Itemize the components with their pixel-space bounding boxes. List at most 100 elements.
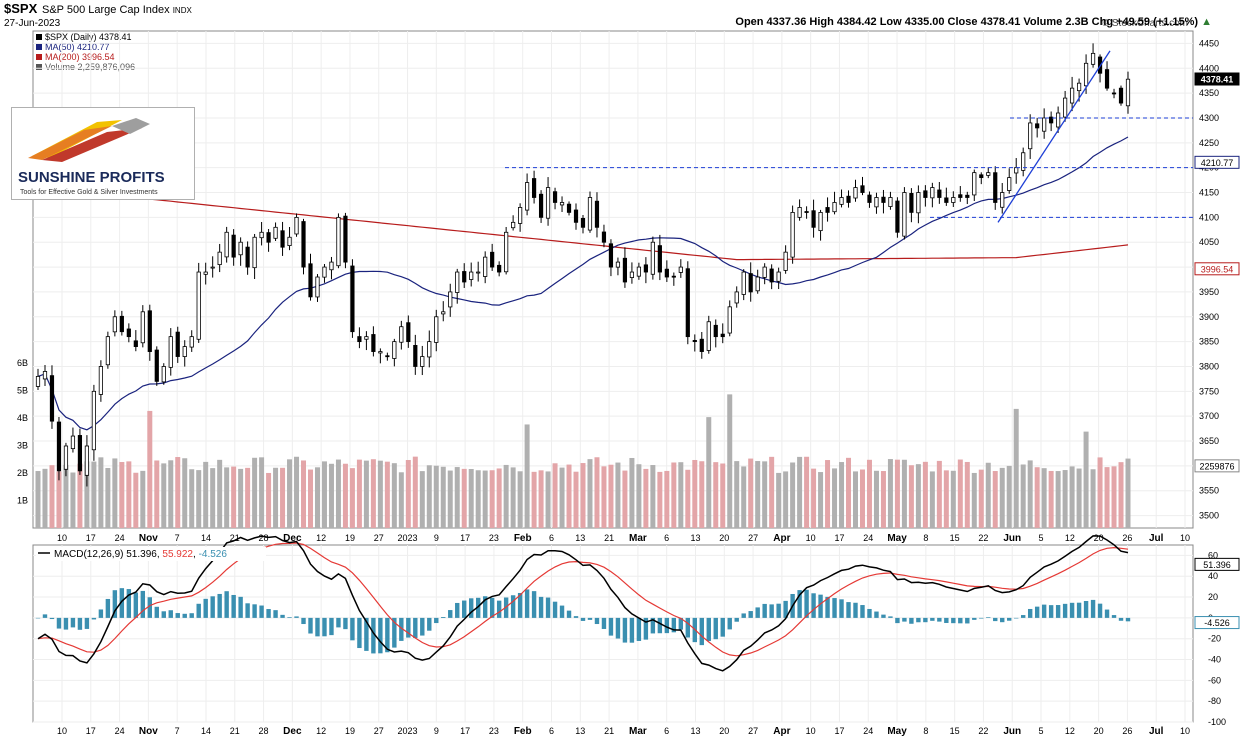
candle-body	[909, 192, 914, 213]
macd-hist-bar	[1034, 606, 1040, 618]
volume-bar	[259, 457, 265, 528]
macd-hist-bar	[217, 593, 222, 618]
candle-body	[1063, 97, 1068, 118]
macd-hist-bar	[105, 598, 111, 618]
volume-bar	[873, 470, 879, 528]
volume-bar	[377, 460, 383, 528]
candle-body	[1000, 192, 1005, 208]
volume-bar	[210, 468, 216, 528]
macd-legend-text: MACD(12,26,9) 51.396, 55.922, -4.526	[54, 549, 227, 560]
candle-body	[1007, 177, 1012, 191]
candle-body	[56, 421, 62, 472]
candle-body	[895, 200, 900, 233]
macd-hist-bar	[1020, 615, 1026, 618]
macd-tick-label: -60	[1208, 675, 1221, 685]
date-tick-label: 24	[115, 533, 125, 543]
candle-body	[476, 271, 481, 274]
macd-hist-bar	[881, 614, 886, 618]
legend-swatch	[36, 64, 42, 70]
candle-body	[329, 261, 334, 271]
volume-bar	[901, 459, 907, 528]
candle-body	[399, 326, 404, 343]
macd-hist-bar	[112, 590, 118, 618]
volume-bar	[189, 469, 195, 528]
candle-body	[783, 251, 788, 271]
volume-bar	[1111, 466, 1117, 528]
candle-body	[916, 192, 921, 214]
macd-hist-bar	[343, 617, 348, 630]
volume-bar	[608, 464, 614, 528]
volume-bar	[741, 466, 747, 528]
macd-hist-bar	[392, 617, 397, 648]
volume-bar	[825, 460, 831, 528]
macd-hist-bar	[1055, 605, 1061, 618]
volume-tick-label: 2B	[17, 468, 28, 478]
volume-bar	[1006, 465, 1012, 528]
candle-body	[462, 271, 467, 283]
macd-hist-bar	[1090, 599, 1096, 618]
volume-axis: 1B 2B 3B 4B 5B 6B	[17, 358, 28, 506]
macd-hist-bar	[867, 608, 872, 618]
candle-body	[671, 275, 676, 278]
candle-body	[266, 232, 271, 243]
ohlc-text: Open 4337.36 High 4384.42 Low 4335.00 Cl…	[735, 16, 1198, 28]
change-arrow: ▲	[1201, 16, 1212, 28]
macd-hist-bar	[378, 617, 383, 654]
candle-body	[105, 336, 110, 366]
macd-hist-bar	[455, 602, 460, 618]
hist-value: -4.526	[199, 549, 228, 560]
macd-hist-bar	[98, 609, 104, 618]
candle-body	[958, 194, 963, 198]
macd-hist-bar	[294, 616, 299, 618]
volume-bar	[692, 459, 698, 528]
candle-body	[755, 276, 760, 292]
volume-bar	[538, 470, 544, 528]
volume-bar	[482, 470, 488, 528]
candle-body	[70, 435, 76, 450]
price-tick-label: 4350	[1199, 88, 1219, 98]
volume-bar	[797, 456, 803, 528]
macd-hist-bar	[699, 617, 704, 646]
candle-body	[448, 291, 453, 308]
volume-bar	[629, 457, 635, 528]
date-tick-label: 6	[549, 533, 554, 543]
macd-hist-bar	[972, 617, 977, 620]
macd-hist-bar	[154, 606, 159, 618]
candle-body	[378, 351, 383, 354]
macd-hist-bar	[580, 617, 586, 621]
volume-bar	[1104, 467, 1110, 528]
price-tick-label: 4450	[1199, 38, 1219, 48]
volume-bar	[63, 464, 69, 528]
macd-hist-bar	[643, 617, 649, 640]
candle-body	[790, 212, 795, 258]
volume-bar	[971, 472, 977, 528]
candle-body	[727, 306, 732, 334]
volume-bar	[56, 471, 62, 528]
date-tick-label: 5	[1039, 533, 1044, 543]
date-tick-label: 9	[434, 533, 439, 543]
macd-hist-bar	[266, 609, 271, 618]
candle-body	[538, 193, 544, 218]
macd-hist-bar	[888, 616, 893, 618]
date-tick-label: 15	[950, 533, 960, 543]
volume-bar	[552, 463, 558, 528]
volume-bar	[461, 468, 467, 528]
volume-bar	[769, 456, 775, 528]
macd-hist-bar	[538, 596, 544, 618]
volume-bar	[950, 470, 956, 528]
macd-hist-bar	[252, 604, 257, 618]
candle-body	[1104, 69, 1110, 89]
volume-tick-label: 6B	[17, 358, 28, 368]
volume-bar	[762, 461, 768, 528]
candle-body	[455, 271, 460, 293]
volume-bar	[636, 464, 642, 528]
volume-bar	[943, 470, 949, 528]
volume-bar	[1027, 460, 1033, 528]
macd-date-tick-label: 23	[489, 726, 499, 736]
candle-body	[406, 322, 411, 343]
candle-body	[252, 236, 257, 269]
candle-body	[77, 435, 83, 472]
macd-date-tick-label: 7	[175, 726, 180, 736]
date-tick-label: 27	[374, 533, 384, 543]
